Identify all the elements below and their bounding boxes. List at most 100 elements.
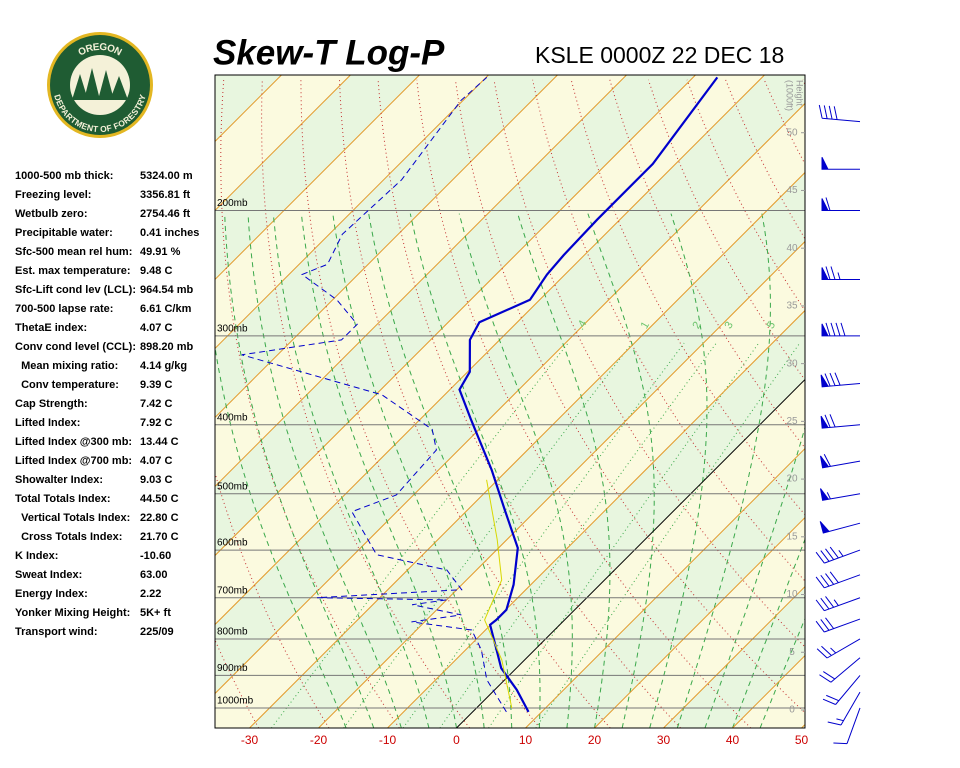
- dry-adiabat: [493, 79, 805, 648]
- y-tick-label: 300mb: [217, 323, 248, 334]
- stat-label: Est. max temperature:: [15, 265, 131, 277]
- y2-tick-label: 15: [786, 531, 798, 542]
- y-tick-label: 200mb: [217, 198, 248, 209]
- stat-label: Energy Index:: [15, 588, 88, 600]
- chart-title: Skew-T Log-P: [213, 33, 445, 72]
- wind-barb: [816, 638, 861, 659]
- stat-value: 63.00: [140, 569, 168, 581]
- stat-label: Sfc-Lift cond lev (LCL):: [15, 284, 136, 296]
- isotherm-grid: [525, 447, 805, 728]
- x-tick-label: -30: [241, 733, 259, 747]
- isotherm-grid: [594, 516, 805, 728]
- wind-barb: [827, 691, 861, 726]
- stat-label: Showalter Index:: [15, 474, 103, 486]
- stat-value: 44.50 C: [140, 493, 179, 505]
- wind-barb: [821, 322, 861, 337]
- stat-value: 21.70 C: [140, 531, 179, 543]
- sounding-line: [458, 76, 719, 713]
- stat-label: Lifted Index @300 mb:: [15, 436, 132, 448]
- y2-tick-label: 25: [786, 416, 798, 427]
- stat-label: 1000-500 mb thick:: [15, 170, 113, 182]
- stat-label: Conv temperature:: [15, 379, 119, 391]
- dry-adiabat: [300, 79, 541, 728]
- wind-barb: [822, 675, 861, 705]
- stat-label: Conv cond level (CCL):: [15, 341, 136, 353]
- y-tick-label: 900mb: [217, 663, 248, 674]
- isotherm: [215, 75, 558, 419]
- stat-value: 22.80 C: [140, 512, 179, 524]
- y2-tick-label: 0: [789, 705, 795, 716]
- moist-adiabat: [368, 213, 513, 728]
- sounding-line: [241, 77, 507, 713]
- stat-value: 49.91 %: [140, 246, 181, 258]
- logo-top-text: OREGON: [76, 41, 123, 58]
- logo: OREGON DEPARTMENT OF FORESTRY: [47, 32, 153, 138]
- mixing-ratio-label: 1: [639, 320, 652, 331]
- stat-value: 9.39 C: [140, 379, 172, 391]
- stat-value: 7.92 C: [140, 417, 172, 429]
- wind-barb: [820, 414, 861, 429]
- stat-value: 9.48 C: [140, 265, 172, 277]
- moist-adiabat: [676, 213, 771, 728]
- dry-adiabat: [377, 79, 681, 728]
- stat-label: Wetbulb zero:: [15, 208, 88, 220]
- stat-value: 6.61 C/km: [140, 303, 192, 315]
- mixing-ratio-label: 8: [806, 320, 819, 331]
- background-band: [215, 103, 805, 728]
- stat-value: -10.60: [140, 550, 171, 562]
- y-tick-label: 600mb: [217, 538, 248, 549]
- dry-adiabat: [215, 471, 330, 728]
- plot-frame: [214, 74, 806, 729]
- background-band: [871, 75, 960, 728]
- y2-tick-label: 35: [786, 301, 798, 312]
- stat-label: Transport wind:: [15, 626, 98, 638]
- wind-barb: [820, 488, 861, 501]
- wind-barb: [820, 372, 861, 388]
- isotherm: [215, 75, 351, 212]
- isotherm: [871, 75, 960, 728]
- moist-adiabat: [759, 617, 805, 728]
- isotherm-grid: [249, 171, 805, 728]
- stat-value: 4.07 C: [140, 455, 172, 467]
- dry-adiabat: [261, 79, 471, 728]
- stat-value: 2.22: [140, 588, 161, 600]
- moist-adiabat: [704, 425, 805, 728]
- dry-adiabat: [842, 80, 960, 728]
- stat-label: 700-500 lapse rate:: [15, 303, 113, 315]
- stat-value: 4.07 C: [140, 322, 172, 334]
- stat-value: 3356.81 ft: [140, 189, 190, 201]
- wind-barb: [820, 454, 861, 469]
- wind-barb: [821, 157, 861, 170]
- stat-value: 5324.00 m: [140, 170, 193, 182]
- y-tick-label: 500mb: [217, 481, 248, 492]
- isotherm: [215, 75, 696, 557]
- isotherm: [215, 102, 805, 695]
- stat-label: Lifted Index @700 mb:: [15, 455, 132, 467]
- overlay: -30 -20 -10 0 10 20 30 40 501000mb900mb800mb700m…: [217, 80, 861, 747]
- stat-label: Cross Totals Index:: [15, 531, 122, 543]
- stat-value: 964.54 mb: [140, 284, 193, 296]
- wind-barb: [815, 546, 861, 564]
- y2-tick-label: 50: [786, 127, 798, 138]
- moist-adiabat: [272, 213, 430, 728]
- wind-barb: [821, 266, 861, 280]
- y-tick-label: 800mb: [217, 627, 248, 638]
- moist-adiabat: [247, 213, 402, 728]
- isotherm-grid: [801, 723, 805, 728]
- dry-adiabat: [880, 80, 960, 728]
- stat-value: 0.41 inches: [140, 227, 199, 239]
- wind-barb: [819, 521, 861, 534]
- wind-barb: [819, 657, 861, 683]
- wind-barb: [815, 571, 861, 589]
- mixing-ratio-label: 2: [690, 320, 703, 331]
- stat-label: Yonker Mixing Height:: [15, 607, 130, 619]
- stat-label: Lifted Index:: [15, 417, 80, 429]
- y2-tick-label: 20: [786, 474, 798, 485]
- y2-tick-label: 30: [786, 358, 798, 369]
- wind-barb: [815, 617, 861, 633]
- isotherm-grid: [318, 240, 805, 728]
- isotherm: [215, 75, 420, 281]
- stat-label: Cap Strength:: [15, 398, 88, 410]
- stat-label: Vertical Totals Index:: [15, 512, 130, 524]
